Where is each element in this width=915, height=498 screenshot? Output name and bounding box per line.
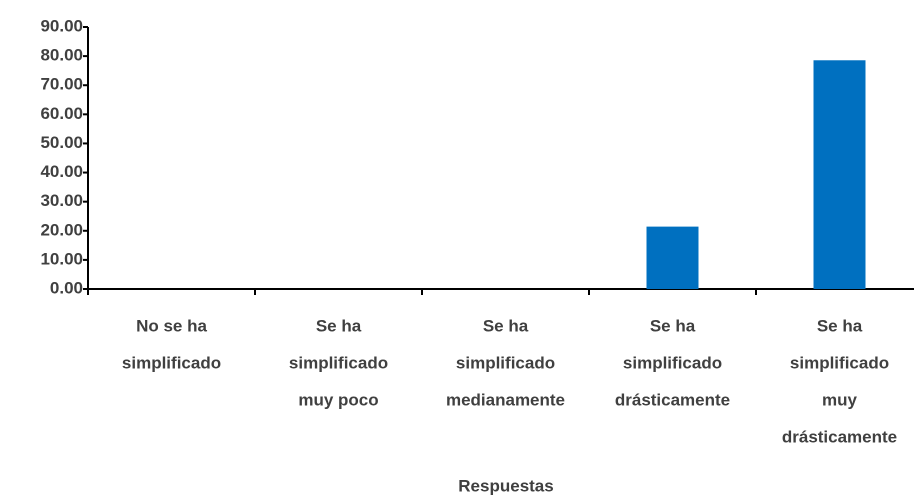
x-tick-label: muy poco <box>298 390 378 409</box>
x-tick-label: No se ha <box>136 316 207 335</box>
y-tick-label: 80.00 <box>40 46 83 65</box>
y-tick-label: 40.00 <box>40 162 83 181</box>
bar <box>813 60 866 289</box>
bar <box>646 226 699 289</box>
x-tick-label: Se ha <box>650 316 696 335</box>
x-tick-label: simplificado <box>790 353 889 372</box>
y-tick-label: 60.00 <box>40 104 83 123</box>
x-tick-label: simplificado <box>122 353 221 372</box>
y-tick-label: 0.00 <box>50 278 83 297</box>
x-tick-label: simplificado <box>289 353 388 372</box>
x-tick-label: Se ha <box>817 316 863 335</box>
x-tick-label: Se ha <box>316 316 362 335</box>
y-tick-label: 50.00 <box>40 133 83 152</box>
y-tick-label: 90.00 <box>40 16 83 35</box>
x-tick-label: simplificado <box>623 353 722 372</box>
y-tick-label: 20.00 <box>40 220 83 239</box>
x-tick-label: muy <box>822 390 858 409</box>
y-tick-label: 70.00 <box>40 75 83 94</box>
x-tick-label: drásticamente <box>782 427 897 446</box>
y-tick-label: 10.00 <box>40 249 83 268</box>
x-tick-label: drásticamente <box>615 390 730 409</box>
x-axis-title: Respuestas <box>458 476 553 495</box>
x-tick-label: medianamente <box>446 390 565 409</box>
x-tick-label: simplificado <box>456 353 555 372</box>
y-tick-label: 30.00 <box>40 191 83 210</box>
x-tick-label: Se ha <box>483 316 529 335</box>
